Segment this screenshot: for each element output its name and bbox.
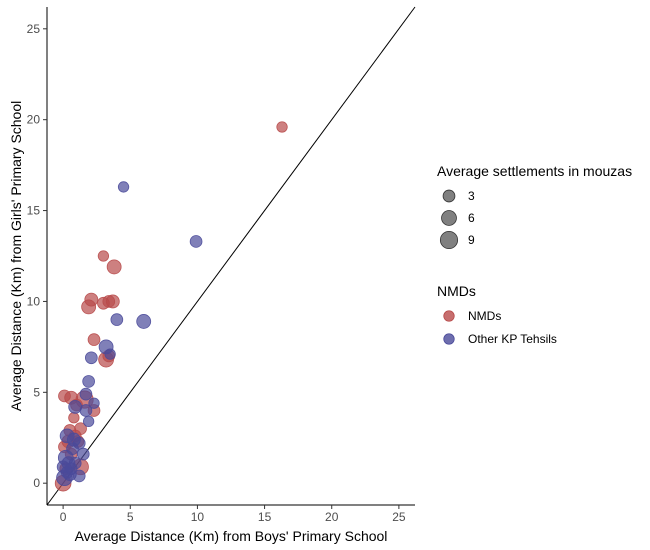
y-axis-ticks: 0 5 10 15 20 25 (27, 22, 47, 490)
legend: Average settlements in mouzas 3 6 9 NMDs N… (437, 163, 632, 346)
y-tick-label: 20 (27, 113, 41, 127)
y-axis-title: Average Distance (Km) from Girls' Primar… (8, 101, 24, 412)
size-legend-label: 9 (468, 233, 475, 247)
point-nmds (97, 250, 110, 262)
point-nmds (81, 299, 97, 315)
point-other-kp-tehsils (82, 375, 95, 388)
x-axis-title: Average Distance (Km) from Boys' Primary… (75, 528, 388, 544)
plot-area (46, 6, 416, 506)
point-other-kp-tehsils (79, 387, 93, 401)
data-points (54, 121, 288, 492)
color-legend-title: NMDs (437, 283, 476, 299)
size-legend-label: 3 (468, 189, 475, 203)
color-legend-items: NMDs Other KP Tehsils (443, 309, 557, 346)
color-legend-key (443, 333, 455, 345)
color-legend-label: Other KP Tehsils (468, 332, 557, 346)
y-tick-label: 0 (33, 476, 40, 490)
x-tick-label: 5 (127, 510, 134, 524)
point-other-kp-tehsils (110, 313, 124, 326)
point-nmds (276, 121, 288, 133)
size-legend-key (442, 189, 456, 203)
point-other-kp-tehsils (117, 181, 130, 193)
point-other-kp-tehsils (84, 351, 98, 365)
y-tick-label: 15 (27, 204, 41, 218)
x-axis-ticks: 0 5 10 15 20 25 (60, 505, 406, 524)
size-legend-label: 6 (468, 211, 475, 225)
point-other-kp-tehsils (64, 462, 78, 475)
point-other-kp-tehsils (104, 348, 116, 360)
point-other-kp-tehsils (79, 404, 93, 417)
x-tick-label: 25 (392, 510, 406, 524)
size-legend-key (439, 230, 459, 250)
point-other-kp-tehsils (82, 415, 95, 428)
point-nmds (105, 294, 120, 309)
point-nmds (106, 259, 122, 275)
x-tick-label: 20 (325, 510, 339, 524)
size-legend-key (441, 210, 457, 226)
color-legend-label: NMDs (468, 309, 501, 323)
point-nmds (87, 333, 101, 346)
size-legend-items: 3 6 9 (439, 189, 475, 250)
point-other-kp-tehsils (136, 314, 152, 329)
color-legend-key (443, 310, 455, 322)
size-legend-title: Average settlements in mouzas (437, 163, 632, 179)
reference-line-y-equals-x (46, 6, 416, 506)
point-other-kp-tehsils (66, 442, 79, 455)
x-tick-label: 10 (191, 510, 205, 524)
point-other-kp-tehsils (189, 235, 203, 248)
y-tick-label: 10 (27, 294, 41, 308)
y-tick-label: 5 (33, 385, 40, 399)
y-tick-label: 25 (27, 22, 41, 36)
point-other-kp-tehsils (76, 447, 90, 461)
x-tick-label: 15 (258, 510, 272, 524)
x-tick-label: 0 (60, 510, 67, 524)
point-other-kp-tehsils (88, 397, 100, 409)
point-nmds (68, 412, 80, 424)
